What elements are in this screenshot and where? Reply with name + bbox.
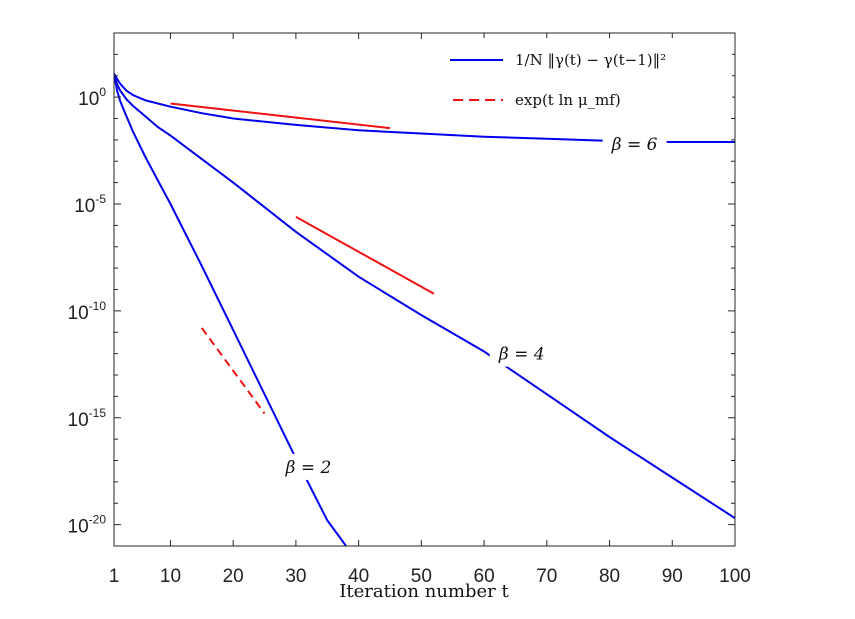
x-tick-label-4: 40 (348, 566, 369, 587)
annotation-layer: β = 6 β = 4 β = 2 (276, 131, 667, 480)
reference-lines-layer (170, 102, 435, 415)
annotation-beta-1: β = 6 (611, 135, 658, 155)
x-tick-label-9: 90 (662, 566, 683, 587)
annotation-beta-3: β = 2 (285, 458, 332, 478)
x-tick-label-6: 60 (474, 566, 495, 587)
series-line-1 (114, 73, 735, 143)
y-tick-label-0: 100 (78, 85, 106, 110)
x-tick-label-2: 20 (223, 566, 244, 587)
x-tick-label-7: 70 (536, 566, 557, 587)
annotation-beta-2: β = 4 (498, 345, 545, 365)
reference-line-2 (295, 215, 435, 295)
reference-line-1 (170, 102, 391, 130)
x-tick-label-1: 10 (160, 566, 181, 587)
x-ticks: 1 10 20 30 40 50 60 70 80 90 100 (109, 33, 751, 587)
annotation-bg-2 (489, 340, 554, 367)
x-tick-label-8: 80 (599, 566, 620, 587)
y-tick-label-1: 10-5 (74, 192, 106, 217)
annotation-bg-3 (276, 453, 341, 480)
y-tick-label-2: 10-10 (68, 299, 107, 324)
legend-entry-1: 1/N ‖γ(t) − γ(t−1)‖² (515, 51, 666, 69)
series-line-3 (114, 73, 347, 546)
reference-line-3 (201, 327, 266, 415)
series-layer (114, 73, 735, 546)
legend-box (440, 38, 732, 114)
series-line-2 (114, 73, 735, 520)
x-tick-label-0: 1 (109, 566, 120, 587)
legend-entry-2: exp(t ln μ_mf) (515, 91, 621, 109)
x-tick-label-3: 30 (285, 566, 306, 587)
y-tick-label-4: 10-20 (68, 513, 107, 538)
x-axis-label: Iteration number t (339, 581, 509, 602)
x-tick-label-5: 50 (411, 566, 432, 587)
annotation-bg-1 (602, 131, 667, 158)
y-ticks: 100 10-5 10-10 10-15 10-20 (68, 53, 735, 538)
y-tick-label-3: 10-15 (68, 406, 107, 431)
x-tick-label-10: 100 (719, 566, 751, 587)
legend: 1/N ‖γ(t) − γ(t−1)‖² exp(t ln μ_mf) (440, 38, 732, 114)
